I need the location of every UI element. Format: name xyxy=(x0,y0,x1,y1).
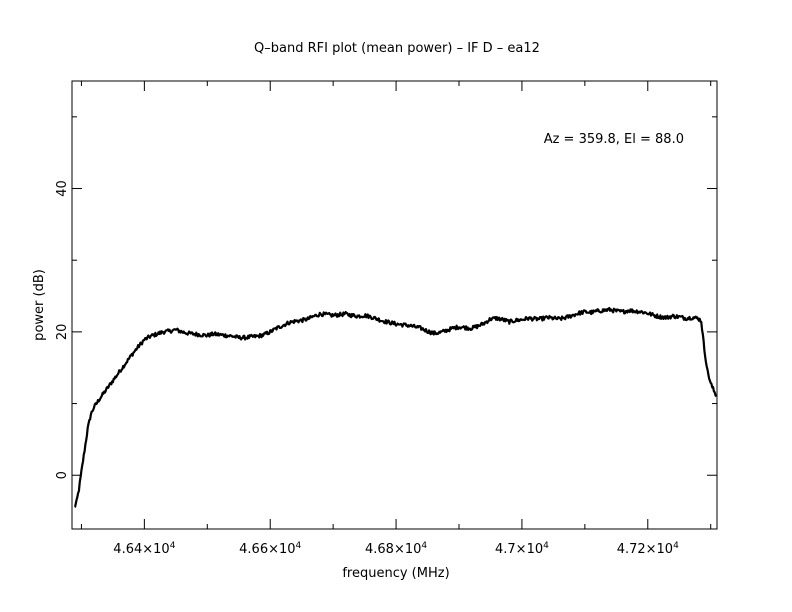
x-tick-label: 4.72×104 xyxy=(617,541,679,557)
x-tick-label: 4.68×104 xyxy=(365,541,427,557)
y-tick-label: 0 xyxy=(55,471,70,479)
x-tick-label: 4.66×104 xyxy=(239,541,301,557)
x-tick-label: 4.7×104 xyxy=(495,541,549,557)
plot-axes: 4.64×104 4.66×104 4.68×104 4.7×104 4.72×104 … xyxy=(55,80,718,557)
y-axis-ticks xyxy=(72,116,717,476)
y-tick-label: 40 xyxy=(55,180,70,197)
chart-title: Q–band RFI plot (mean power) – IF D – ea… xyxy=(254,41,540,56)
y-axis-label: power (dB) xyxy=(32,269,47,341)
plot-frame xyxy=(71,80,718,530)
x-tick-label: 4.64×104 xyxy=(113,541,175,557)
x-axis-label: frequency (MHz) xyxy=(342,566,449,581)
x-axis-ticks xyxy=(80,81,712,529)
power-trace-line xyxy=(74,306,718,508)
az-el-annotation: Az = 359.8, El = 88.0 xyxy=(544,132,684,147)
y-tick-label: 20 xyxy=(55,324,70,341)
y-axis-tick-labels: 0 20 40 xyxy=(55,180,70,479)
x-axis-tick-labels: 4.64×104 4.66×104 4.68×104 4.7×104 4.72×104 xyxy=(113,541,679,557)
